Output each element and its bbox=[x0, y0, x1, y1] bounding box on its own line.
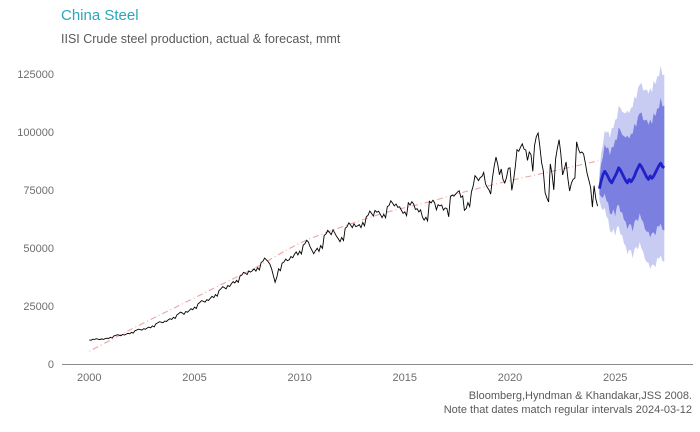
source-attribution: Bloomberg,Hyndman & Khandakar,JSS 2008. bbox=[468, 390, 692, 402]
y-tick-label: 50000 bbox=[23, 243, 54, 255]
axes: 2000 2005 2010 2015 2020 2025 0 25000 50000 75000… bbox=[17, 69, 693, 384]
x-tick-label: 2025 bbox=[603, 372, 627, 384]
x-tick-label: 2000 bbox=[77, 372, 101, 384]
y-tick-label: 0 bbox=[48, 359, 54, 371]
band-80 bbox=[599, 97, 665, 238]
y-tick-label: 125000 bbox=[17, 69, 54, 81]
actual-series-line bbox=[89, 131, 599, 341]
forecast-bands bbox=[599, 65, 665, 269]
forecast-mean-line bbox=[598, 161, 666, 190]
x-tick-label: 2015 bbox=[393, 372, 417, 384]
x-tick-label: 2020 bbox=[498, 372, 522, 384]
x-tick-label: 2005 bbox=[182, 372, 206, 384]
y-tick-label: 100000 bbox=[17, 127, 54, 139]
chart-subtitle: IISI Crude steel production, actual & fo… bbox=[61, 32, 341, 46]
x-tick-label: 2010 bbox=[287, 372, 311, 384]
chart-footnotes: Bloomberg,Hyndman & Khandakar,JSS 2008. … bbox=[444, 389, 692, 417]
chart-title: China Steel bbox=[61, 7, 139, 24]
date-note: Note that dates match regular intervals … bbox=[443, 404, 692, 416]
y-tick-label: 25000 bbox=[23, 301, 54, 313]
y-tick-label: 75000 bbox=[23, 185, 54, 197]
trend-line bbox=[89, 160, 599, 352]
